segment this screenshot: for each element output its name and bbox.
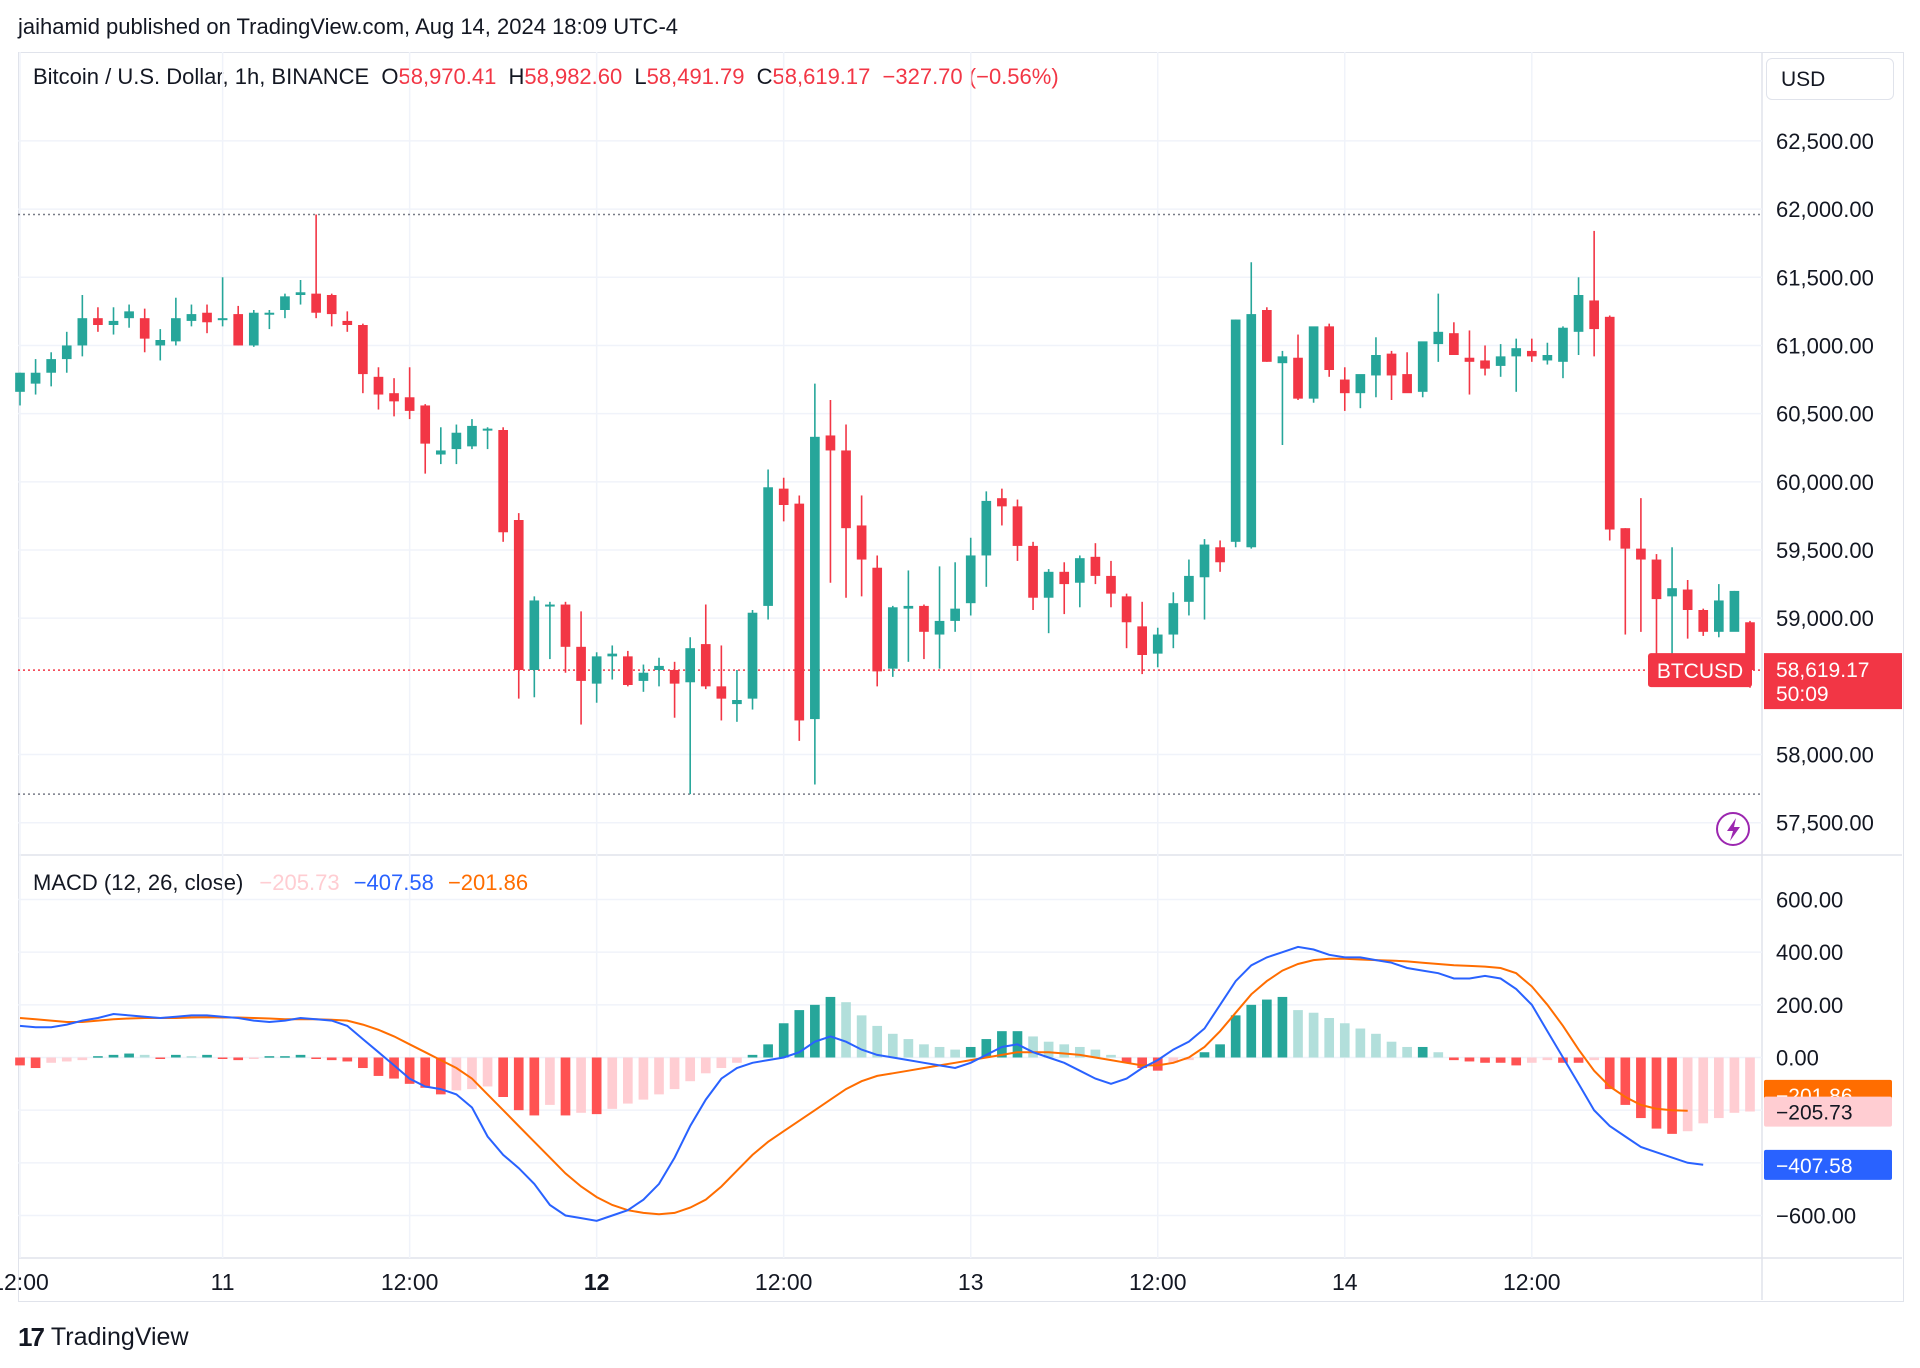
macd-legend: MACD (12, 26, close) −205.73 −407.58 −20… xyxy=(33,870,528,896)
close-label: C xyxy=(756,64,773,89)
symbol-name[interactable]: Bitcoin / U.S. Dollar, 1h, BINANCE xyxy=(33,64,370,89)
macd-signal-value: −201.86 xyxy=(447,870,529,895)
low-value: 58,491.79 xyxy=(646,64,745,89)
change-value: −327.70 (−0.56%) xyxy=(882,64,1059,89)
symbol-legend: Bitcoin / U.S. Dollar, 1h, BINANCE O58,9… xyxy=(33,64,1065,90)
footer-brand[interactable]: 17 TradingView xyxy=(18,1322,189,1353)
high-value: 58,982.60 xyxy=(524,64,623,89)
currency-button[interactable]: USD xyxy=(1766,58,1894,100)
macd-indicator-name[interactable]: MACD (12, 26, close) xyxy=(33,870,244,895)
tradingview-wordmark: TradingView xyxy=(50,1323,189,1351)
low-label: L xyxy=(634,64,647,89)
high-label: H xyxy=(508,64,525,89)
macd-hist-value: −205.73 xyxy=(259,870,340,895)
close-value: 58,619.17 xyxy=(772,64,871,89)
open-label: O xyxy=(381,64,399,89)
chart-frame xyxy=(18,52,1904,1302)
macd-line-value: −407.58 xyxy=(353,870,434,895)
open-value: 58,970.41 xyxy=(398,64,497,89)
tradingview-logo-icon: 17 xyxy=(18,1322,45,1352)
publisher-credit: jaihamid published on TradingView.com, A… xyxy=(18,14,679,39)
